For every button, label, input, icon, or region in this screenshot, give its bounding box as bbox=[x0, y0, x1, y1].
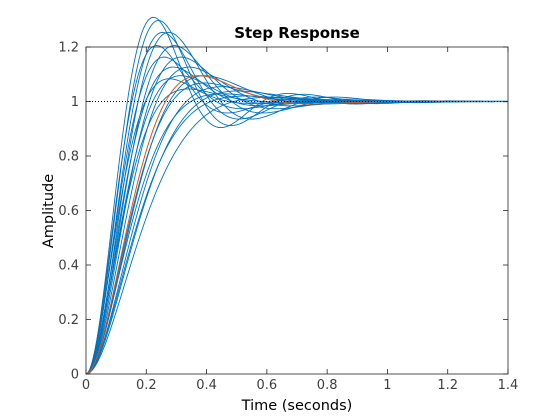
x-tick-label: 1 bbox=[383, 378, 391, 393]
y-tick-label: 0.8 bbox=[58, 150, 79, 165]
x-tick-label: 0.2 bbox=[136, 378, 157, 393]
chart-title: Step Response bbox=[234, 24, 360, 42]
x-tick-label: 0 bbox=[82, 378, 90, 393]
y-tick-label: 0.4 bbox=[58, 259, 79, 274]
y-axis-label: Amplitude bbox=[41, 174, 57, 248]
y-tick-label: 0.2 bbox=[58, 313, 79, 328]
x-tick-label: 1.4 bbox=[498, 378, 519, 393]
y-tick-label: 0 bbox=[71, 368, 79, 383]
y-tick-label: 1.2 bbox=[58, 41, 79, 56]
x-tick-label: 1.2 bbox=[437, 378, 458, 393]
y-tick-label: 0.6 bbox=[58, 204, 79, 219]
x-tick-label: 0.8 bbox=[317, 378, 338, 393]
y-tick-label: 1 bbox=[71, 95, 79, 110]
x-tick-label: 0.4 bbox=[196, 378, 217, 393]
ticks-layer: 0 0.2 0.4 0.6 0.8 1 1.2 1.4 0 0.2 0.4 0.6 0.8 1 1.2 bbox=[58, 41, 518, 394]
x-axis-label: Time (seconds) bbox=[241, 398, 353, 414]
x-tick-label: 0.6 bbox=[257, 378, 278, 393]
